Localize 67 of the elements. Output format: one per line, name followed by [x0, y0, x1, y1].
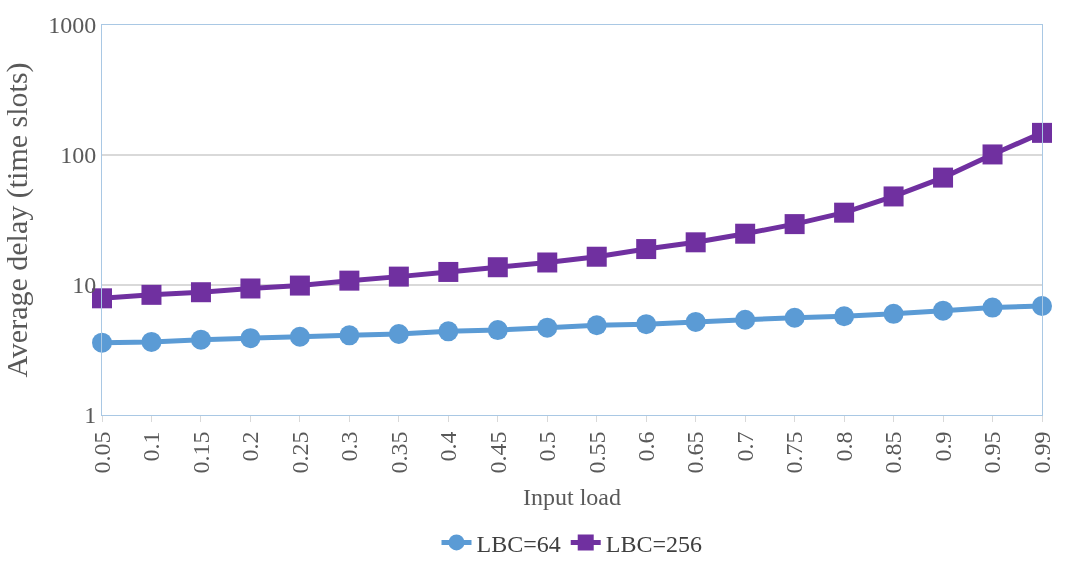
point — [735, 223, 756, 244]
point — [933, 167, 954, 188]
point — [487, 320, 508, 341]
point — [1032, 122, 1052, 143]
point — [586, 246, 607, 267]
point — [438, 321, 459, 342]
x-tick-label: 0.75 — [781, 431, 808, 474]
point — [438, 261, 459, 282]
x-tick-label: 0.85 — [880, 431, 907, 474]
point — [834, 202, 855, 223]
point — [735, 309, 756, 330]
point — [933, 300, 954, 321]
point — [92, 332, 112, 353]
point — [141, 331, 162, 352]
x-tick-label: 0.2 — [237, 431, 264, 462]
x-tick-label: 0.1 — [138, 431, 165, 462]
point — [339, 270, 360, 291]
point — [289, 275, 310, 296]
point — [240, 278, 261, 299]
x-tick-label: 0.6 — [633, 431, 660, 462]
point — [784, 307, 805, 328]
y-axis-title: Average delay (time slots) — [0, 62, 34, 378]
point — [289, 326, 310, 347]
x-axis-title: Input load — [523, 483, 621, 510]
x-tick-label: 0.25 — [286, 431, 313, 474]
y-tick-label: 100 — [60, 142, 97, 169]
point — [834, 306, 855, 327]
point — [190, 329, 211, 350]
point — [685, 311, 706, 332]
x-tick-label: 0.65 — [682, 431, 709, 474]
x-tick-label: 0.45 — [484, 431, 511, 474]
x-tick-label: 0.05 — [88, 431, 115, 474]
y-tick-label: 10 — [72, 272, 97, 299]
point — [388, 266, 409, 287]
x-tick-label: 0.99 — [1028, 431, 1055, 474]
legend-label: LBC=64 — [476, 530, 561, 557]
point — [685, 232, 706, 253]
x-tick-label: 0.9 — [929, 431, 956, 462]
point — [636, 239, 657, 260]
point — [883, 303, 904, 324]
point — [537, 252, 558, 273]
point — [883, 186, 904, 207]
x-tick-label: 0.4 — [435, 431, 462, 462]
point — [982, 144, 1003, 165]
point — [1032, 295, 1052, 316]
x-tick-label: 0.95 — [979, 431, 1006, 474]
x-tick-label: 0.15 — [187, 431, 214, 474]
point — [141, 284, 162, 305]
point — [487, 257, 508, 278]
x-tick-label: 0.35 — [385, 431, 412, 474]
point — [339, 325, 360, 346]
point — [586, 315, 607, 336]
x-tick-label: 0.7 — [731, 431, 758, 462]
point — [240, 328, 261, 349]
point — [388, 323, 409, 344]
point — [784, 214, 805, 235]
point — [537, 317, 558, 338]
point — [982, 297, 1003, 318]
y-tick-label: 1 — [84, 402, 97, 429]
x-tick-label: 0.3 — [336, 431, 363, 462]
point — [190, 282, 211, 303]
x-tick-label: 0.8 — [830, 431, 857, 462]
x-tick-label: 0.5 — [534, 431, 561, 462]
point — [636, 314, 657, 335]
legend-label: LBC=256 — [605, 530, 702, 557]
x-tick-label: 0.55 — [583, 431, 610, 474]
y-tick-label: 1000 — [48, 12, 97, 39]
